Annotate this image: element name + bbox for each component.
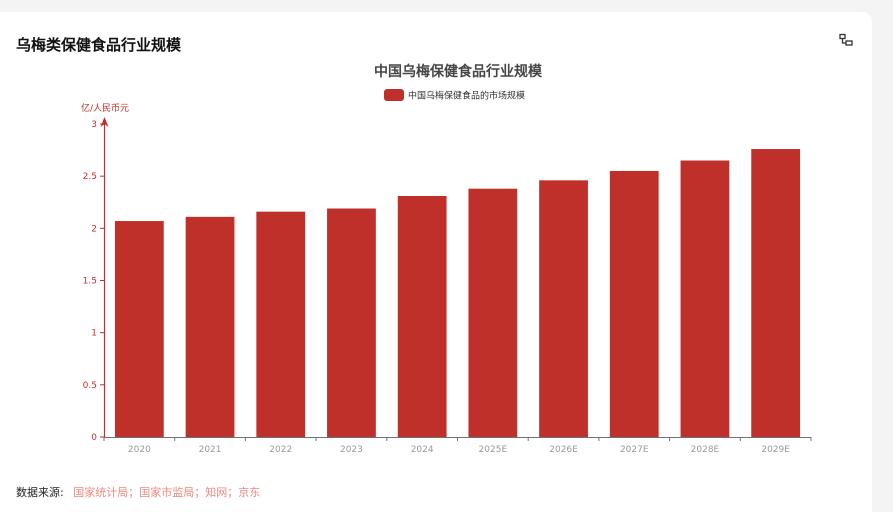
card-title: 乌梅类保健食品行业规模 (16, 36, 182, 54)
x-tick-label: 2027E (620, 445, 649, 455)
legend-label: 中国乌梅保健食品的市场规模 (408, 90, 525, 102)
bar-2022[interactable] (256, 211, 306, 437)
source-label: 数据来源: (16, 486, 64, 499)
data-source: 数据来源: 国家统计局；国家市监局；知网；京东 (16, 484, 260, 500)
bar-2028E[interactable] (680, 160, 730, 437)
x-axis-ticks: 2020 2021 2022 2023 2024 2025E 2026E 2027E 2028E… (103, 437, 812, 455)
chart-title: 中国乌梅保健食品行业规模 (374, 63, 543, 80)
y-tick-label: 1 (91, 329, 97, 339)
x-tick-label: 2024 (411, 445, 434, 455)
x-tick-label: 2020 (128, 445, 151, 455)
x-tick-label: 2028E (691, 445, 720, 455)
x-tick-label: 2025E (479, 445, 508, 455)
bar-2029E[interactable] (751, 149, 801, 438)
legend[interactable]: 中国乌梅保健食品的市场规模 (384, 89, 525, 102)
bar-2021[interactable] (185, 216, 235, 437)
bar-2023[interactable] (327, 208, 376, 437)
y-tick-label: 2.5 (83, 172, 97, 182)
bar-2020[interactable] (114, 221, 164, 437)
bar-2026E[interactable] (539, 180, 588, 437)
y-tick-label: 2 (91, 224, 97, 234)
y-tick-label: 1.5 (83, 277, 97, 287)
x-tick-label: 2022 (269, 445, 292, 455)
y-axis-arrow (100, 117, 109, 127)
y-tick-label: 3 (91, 120, 97, 130)
bar-2027E[interactable] (609, 170, 659, 437)
x-tick-label: 2021 (199, 445, 222, 455)
x-tick-label: 2029E (761, 445, 790, 455)
y-axis-ticks: 0 0.5 1 1.5 2 2.5 3 (83, 120, 104, 443)
source-values: 国家统计局；国家市监局；知网；京东 (73, 486, 261, 499)
y-tick-label: 0.5 (83, 381, 97, 391)
bar-2025E[interactable] (468, 188, 518, 437)
y-axis-label: 亿/人民币元 (81, 102, 129, 114)
legend-swatch (384, 89, 404, 101)
x-tick-label: 2026E (549, 445, 578, 455)
bars (114, 149, 801, 438)
bar-2024[interactable] (397, 195, 447, 437)
x-tick-label: 2023 (340, 445, 363, 455)
y-tick-label: 0 (91, 433, 97, 443)
data-view-icon[interactable] (838, 32, 854, 48)
